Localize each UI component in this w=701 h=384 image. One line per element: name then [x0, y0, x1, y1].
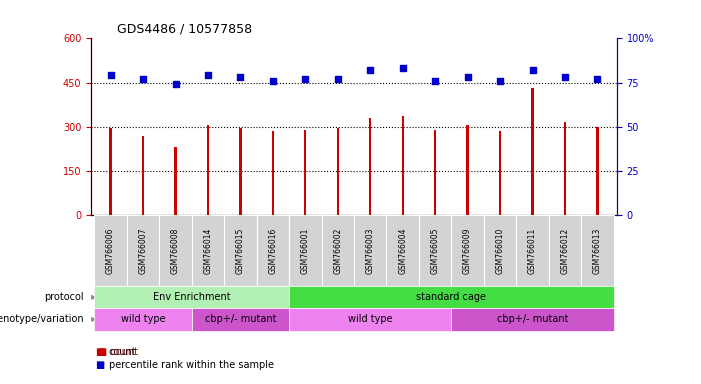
Bar — [207, 125, 209, 215]
Text: GSM766009: GSM766009 — [463, 227, 472, 274]
Point — [170, 81, 181, 88]
Point — [559, 74, 571, 80]
Bar — [369, 118, 372, 215]
Point — [235, 74, 246, 80]
Point — [462, 74, 473, 80]
Bar — [531, 88, 533, 215]
Bar — [434, 130, 436, 215]
Bar — [466, 125, 469, 215]
Bar — [272, 131, 274, 215]
Text: GSM766013: GSM766013 — [593, 227, 602, 274]
Text: GSM766016: GSM766016 — [268, 227, 278, 274]
Bar — [499, 131, 501, 215]
Bar — [142, 136, 144, 215]
Point — [494, 78, 505, 84]
Text: wild type: wild type — [121, 314, 165, 324]
Text: wild type: wild type — [348, 314, 393, 324]
Bar — [336, 128, 339, 215]
Point — [365, 67, 376, 73]
Point — [430, 78, 441, 84]
Point — [105, 73, 116, 79]
Bar — [304, 130, 306, 215]
Text: ►: ► — [88, 314, 98, 324]
Text: GSM766007: GSM766007 — [139, 227, 147, 274]
Point — [267, 78, 278, 84]
Point — [203, 73, 214, 79]
Bar — [564, 122, 566, 215]
Text: GSM766012: GSM766012 — [561, 227, 569, 274]
Text: ■ count: ■ count — [98, 347, 138, 357]
Text: GSM766005: GSM766005 — [430, 227, 440, 274]
Text: GSM766002: GSM766002 — [333, 227, 342, 274]
Text: GSM766010: GSM766010 — [496, 227, 505, 274]
Text: GDS4486 / 10577858: GDS4486 / 10577858 — [118, 23, 252, 36]
Text: GSM766015: GSM766015 — [236, 227, 245, 274]
Text: ■: ■ — [95, 347, 104, 357]
Text: cbp+/- mutant: cbp+/- mutant — [497, 314, 569, 324]
Point — [137, 76, 149, 82]
Text: protocol: protocol — [44, 292, 84, 302]
Text: GSM766003: GSM766003 — [366, 227, 375, 274]
Text: Env Enrichment: Env Enrichment — [153, 292, 231, 302]
Point — [300, 76, 311, 82]
Point — [332, 76, 343, 82]
Text: GSM766014: GSM766014 — [203, 227, 212, 274]
Bar — [239, 128, 242, 215]
Point — [527, 67, 538, 73]
Text: percentile rank within the sample: percentile rank within the sample — [109, 360, 273, 370]
Bar — [175, 147, 177, 215]
Text: GSM766008: GSM766008 — [171, 227, 180, 274]
Bar — [109, 128, 111, 215]
Text: ■: ■ — [95, 360, 104, 370]
Text: GSM766004: GSM766004 — [398, 227, 407, 274]
Text: GSM766011: GSM766011 — [528, 227, 537, 274]
Text: count: count — [109, 347, 136, 357]
Text: standard cage: standard cage — [416, 292, 486, 302]
Bar — [597, 127, 599, 215]
Point — [397, 65, 408, 71]
Text: GSM766006: GSM766006 — [106, 227, 115, 274]
Text: ►: ► — [88, 292, 98, 302]
Text: GSM766001: GSM766001 — [301, 227, 310, 274]
Point — [592, 76, 603, 82]
Bar — [402, 116, 404, 215]
Text: cbp+/- mutant: cbp+/- mutant — [205, 314, 276, 324]
Text: genotype/variation: genotype/variation — [0, 314, 84, 324]
